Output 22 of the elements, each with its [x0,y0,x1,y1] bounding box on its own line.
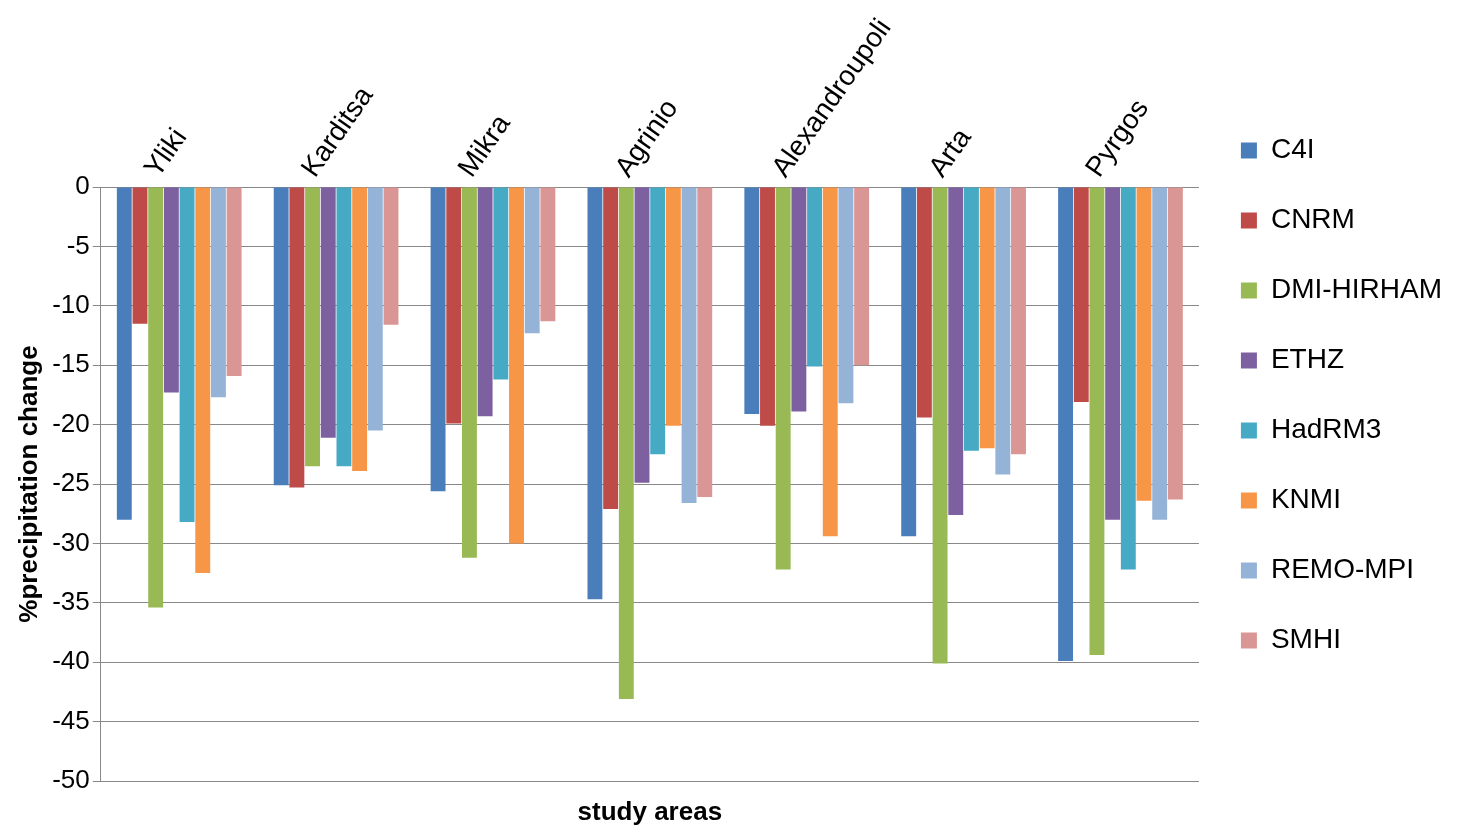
x-tick-label: Yliki [137,122,193,183]
y-tick-label: 0 [75,170,90,201]
y-tick-label: -45 [52,704,90,735]
x-axis-title: study areas [577,796,723,827]
y-tick-label: -10 [52,288,90,319]
legend-label: REMO-MPI [1270,553,1415,585]
legend-label: DMI-HIRHAM [1270,273,1442,305]
y-tick-label: -20 [52,407,90,438]
y-tick-label: -25 [52,467,90,498]
legend-label: KNMI [1270,483,1341,515]
y-tick-label: -40 [52,645,90,676]
legend-label: ETHZ [1270,343,1345,375]
legend-label: HadRM3 [1270,413,1382,445]
y-tick-label: -35 [52,585,90,616]
legend-label: SMHI [1270,623,1341,655]
y-tick-label: -30 [52,526,90,557]
legend-label: CNRM [1270,203,1355,235]
y-axis-title: %precipitation change [12,345,43,623]
y-tick-label: -50 [52,764,90,795]
legend-label: C4I [1270,133,1315,165]
y-tick-label: -5 [66,229,90,260]
y-tick-label: -15 [52,348,90,379]
